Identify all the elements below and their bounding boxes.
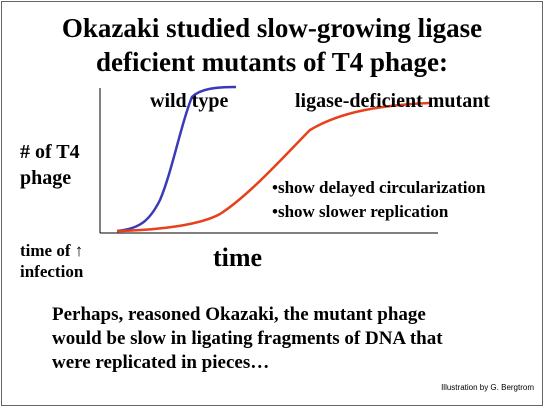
title-line: deficient mutants of T4 phage:: [96, 47, 448, 77]
origin-label: infection: [20, 262, 84, 281]
mutant-label: ligase-deficient mutant: [295, 90, 490, 112]
origin-label: time of ↑: [20, 241, 83, 260]
x-axis-label: time: [213, 243, 262, 272]
paragraph-line: would be slow in ligating fragments of D…: [52, 328, 443, 349]
mutant-curve: [116, 101, 431, 233]
wild-type-label: wild type: [150, 90, 228, 112]
paragraph-line: were replicated in pieces…: [52, 352, 269, 373]
bullet: •show slower replication: [272, 202, 449, 221]
paragraph-line: Perhaps, reasoned Okazaki, the mutant ph…: [52, 304, 426, 325]
bullet: •show delayed circularization: [272, 178, 486, 197]
wild-type-curve: [116, 85, 237, 233]
title-line: Okazaki studied slow-growing ligase: [62, 13, 482, 43]
y-axis-label: phage: [20, 167, 71, 189]
credit: Illustration by G. Bergtrom: [441, 383, 534, 392]
y-axis-label: # of T4: [20, 141, 80, 163]
